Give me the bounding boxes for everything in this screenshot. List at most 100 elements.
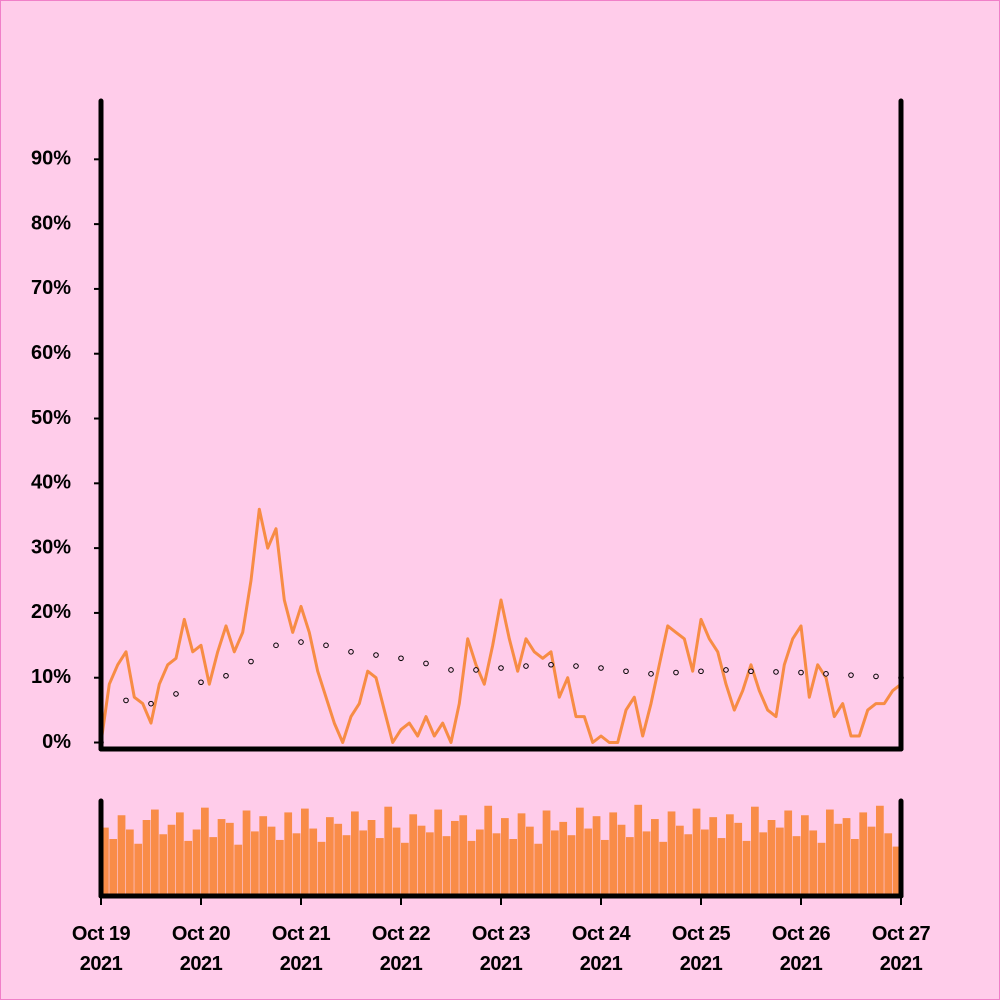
y-tick-label: 40% (31, 472, 71, 494)
volume-bar (867, 826, 876, 896)
volume-bar (759, 832, 768, 896)
volume-bar (517, 813, 526, 896)
volume-bar (884, 833, 893, 896)
x-tick-label: Oct 26 2021 (771, 923, 831, 975)
volume-bar (201, 807, 209, 896)
volume-bar (542, 810, 551, 896)
volume-bar (492, 833, 501, 896)
y-tick-label: 50% (31, 407, 71, 429)
volume-bar (601, 839, 609, 896)
volume-bar (317, 841, 326, 896)
volume-bar (392, 827, 401, 896)
average-dot (848, 672, 854, 678)
volume-bar (476, 829, 484, 896)
average-dot (373, 652, 379, 658)
volume-bar (234, 844, 243, 896)
volume-bar (584, 828, 593, 896)
volume-bar (751, 806, 759, 896)
x-tick-label: Oct 24 2021 (571, 923, 631, 975)
volume-bar (801, 815, 809, 896)
volume-bar (242, 810, 251, 896)
volume-bar (109, 839, 118, 896)
volume-bar (101, 827, 109, 896)
average-dot (648, 671, 654, 677)
volume-bar (651, 819, 659, 896)
average-dot (348, 649, 354, 655)
x-tick-label: Oct 20 2021 (171, 923, 231, 975)
volume-bar (551, 830, 559, 896)
volume-bar (842, 818, 851, 896)
average-dot (723, 667, 729, 673)
volume-bar (401, 842, 409, 896)
volume-bar (326, 817, 334, 896)
volume-bar (642, 831, 651, 896)
volume-bar (292, 833, 301, 896)
volume-bar (367, 820, 376, 896)
volume-bar (509, 839, 518, 896)
volume-bar (859, 812, 868, 896)
y-tick-label: 80% (31, 212, 71, 234)
volume-bar (151, 809, 159, 896)
volume-bar (301, 808, 309, 896)
volume-bar (501, 818, 509, 896)
volume-bar (826, 809, 834, 896)
x-tick-label: Oct 22 2021 (371, 923, 431, 975)
volume-bar (609, 812, 618, 896)
average-dot (423, 660, 429, 667)
volume-bar (459, 815, 468, 896)
average-dot (523, 663, 529, 669)
volume-bar (192, 829, 201, 896)
volume-bar (334, 823, 343, 896)
average-dot (473, 667, 479, 673)
volume-bar (626, 837, 634, 896)
x-tick-label: Oct 25 2021 (671, 923, 731, 975)
volume-bar (526, 826, 534, 896)
volume-bar (851, 839, 859, 896)
average-dot (148, 700, 154, 707)
volume-bar (251, 831, 259, 896)
volume-bar (451, 820, 459, 896)
average-dot (198, 679, 204, 686)
volume-bar (792, 836, 801, 896)
average-dot (273, 642, 279, 649)
volume-bar (176, 812, 184, 896)
y-tick-label: 10% (31, 666, 71, 688)
volume-bar (359, 830, 368, 896)
average-dot (673, 669, 679, 676)
volume-bar (559, 821, 568, 896)
volume-bar (417, 825, 426, 896)
average-dot (173, 691, 179, 697)
volume-bar (659, 841, 668, 896)
volume-bar (701, 829, 709, 896)
average-dot (248, 658, 254, 665)
volume-bar (309, 828, 318, 896)
volume-bar (409, 814, 418, 896)
average-dot (773, 669, 779, 675)
average-dot (398, 655, 404, 662)
volume-bar (834, 823, 843, 896)
average-dot (598, 665, 604, 671)
average-dot (798, 669, 804, 676)
y-tick-label: 60% (31, 342, 71, 364)
y-tick-label: 0% (42, 731, 71, 753)
volume-bar (726, 814, 734, 896)
volume-bar (776, 827, 784, 896)
volume-bar (734, 822, 743, 896)
y-tick-label: 20% (31, 601, 71, 623)
volume-bar (692, 808, 701, 896)
volume-bar (117, 815, 126, 896)
volume-bar (342, 835, 351, 896)
volume-bar (617, 824, 626, 896)
volume-bar (426, 832, 434, 896)
volume-bar (434, 809, 443, 896)
volume-bar (467, 840, 476, 896)
volume-bar (142, 820, 151, 896)
x-tick-label: Oct 27 2021 (871, 923, 931, 975)
average-dot (623, 668, 629, 675)
volume-bar (892, 846, 901, 896)
volume-bar (217, 819, 226, 896)
x-tick-label: Oct 21 2021 (271, 923, 331, 975)
average-dot (298, 639, 304, 645)
